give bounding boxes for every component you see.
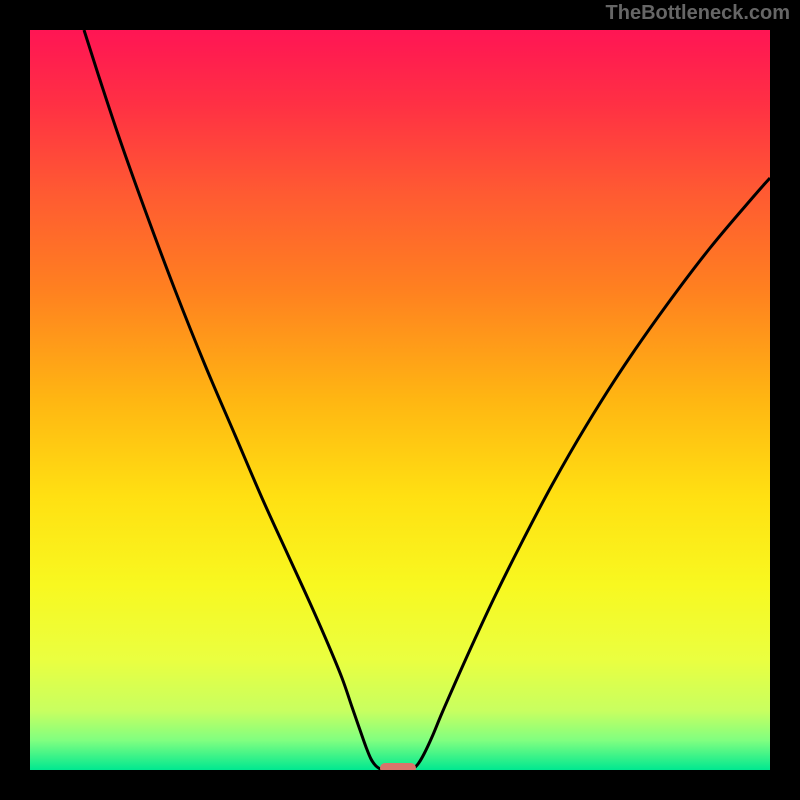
gradient-background (30, 30, 770, 770)
watermark-text: TheBottleneck.com (606, 2, 790, 25)
chart-container: TheBottleneck.com (0, 0, 800, 800)
plot-area (30, 30, 770, 770)
plot-svg (30, 30, 770, 770)
minimum-marker (380, 763, 416, 770)
